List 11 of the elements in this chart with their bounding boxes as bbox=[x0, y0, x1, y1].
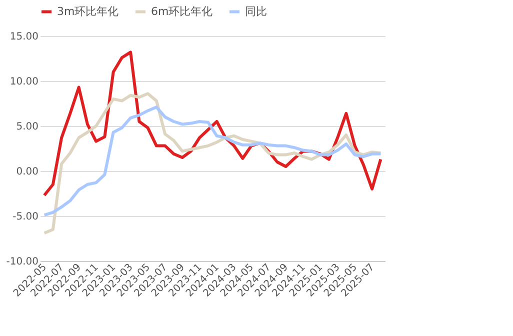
legend-label: 3m环比年化 bbox=[57, 4, 119, 18]
y-tick-label: 5.00 bbox=[16, 122, 38, 132]
y-tick-label: 0.00 bbox=[16, 166, 38, 178]
y-tick-label: -10.00 bbox=[6, 256, 38, 268]
y-tick-label: -5.00 bbox=[12, 212, 38, 222]
line-series bbox=[42, 106, 382, 217]
y-tick-label: 15.00 bbox=[10, 32, 38, 42]
y-tick-label: 10.00 bbox=[10, 76, 38, 88]
line-series bbox=[42, 92, 382, 235]
legend-label: 同比 bbox=[245, 4, 267, 18]
legend-label: 6m环比年化 bbox=[151, 4, 213, 18]
